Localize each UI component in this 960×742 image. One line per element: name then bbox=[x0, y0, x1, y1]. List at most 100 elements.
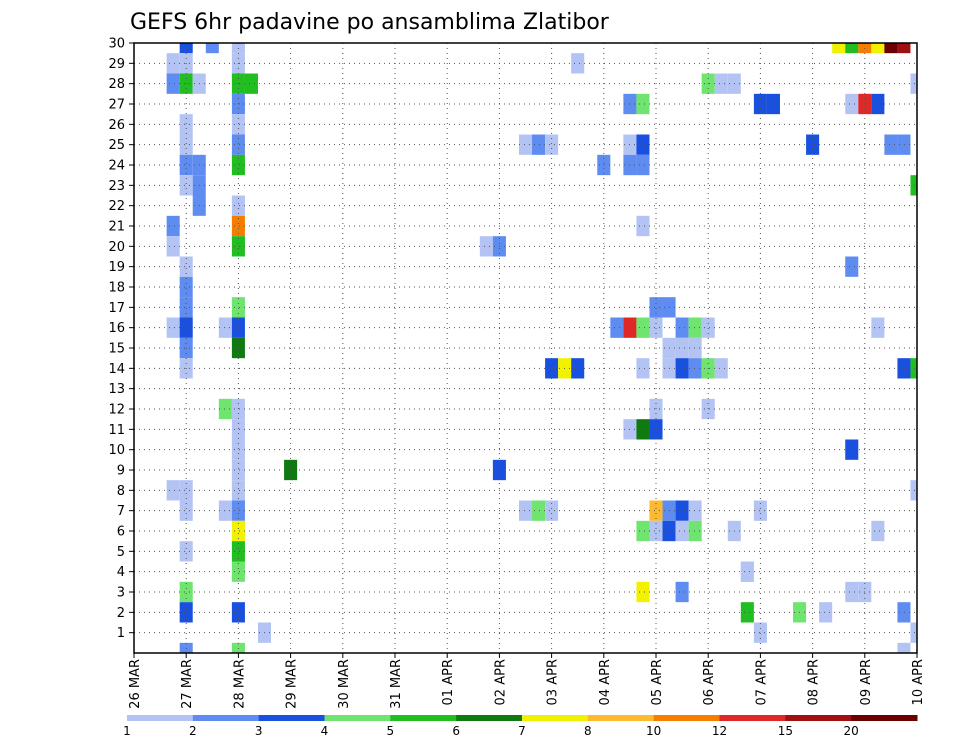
heatmap-cell bbox=[636, 581, 650, 603]
heatmap-cell bbox=[166, 215, 180, 237]
y-axis: 1234567891011121314151617181920212223242… bbox=[108, 37, 134, 641]
x-tick-label: 30 MAR bbox=[337, 659, 352, 709]
colorbar-label: 20 bbox=[844, 724, 859, 738]
heatmap-cell bbox=[231, 236, 245, 257]
x-tick-label: 01 APR bbox=[441, 659, 456, 705]
colorbar-segment bbox=[587, 715, 655, 721]
colorbar-label: 4 bbox=[321, 724, 329, 738]
heatmap-cell bbox=[231, 642, 245, 653]
heatmap-cell bbox=[675, 358, 689, 379]
heatmap-cell bbox=[675, 500, 689, 521]
y-tick-label: 7 bbox=[117, 504, 125, 519]
heatmap-cell bbox=[179, 642, 193, 653]
y-tick-label: 10 bbox=[108, 443, 125, 458]
heatmap-cell bbox=[897, 642, 911, 653]
y-tick-label: 8 bbox=[117, 484, 125, 499]
heatmap-cell bbox=[231, 195, 245, 216]
heatmap-cell bbox=[845, 581, 859, 603]
colorbar-segment bbox=[719, 715, 786, 721]
colorbar-segment bbox=[851, 715, 918, 721]
heatmap-cell bbox=[571, 358, 585, 379]
y-tick-label: 25 bbox=[108, 138, 125, 153]
heatmap-cell bbox=[714, 358, 728, 379]
heatmap-cell bbox=[179, 581, 193, 603]
colorbar-label: 12 bbox=[712, 724, 727, 738]
heatmap-cell bbox=[179, 541, 193, 562]
colorbar-segment bbox=[653, 715, 720, 721]
heatmap-cell bbox=[897, 358, 911, 379]
heatmap-cell bbox=[688, 500, 702, 521]
y-tick-label: 24 bbox=[108, 159, 125, 174]
heatmap-cell bbox=[910, 175, 917, 196]
colorbar-segment bbox=[192, 715, 260, 721]
y-tick-label: 23 bbox=[108, 179, 125, 194]
heatmap-cell bbox=[231, 134, 245, 155]
heatmap-cell bbox=[845, 93, 859, 115]
heatmap-cell bbox=[636, 358, 650, 379]
heatmap-cell bbox=[753, 500, 767, 521]
y-tick-label: 11 bbox=[108, 423, 125, 438]
heatmap-cell bbox=[179, 276, 193, 298]
colorbar-label: 2 bbox=[189, 724, 197, 738]
heatmap-cell bbox=[244, 73, 258, 94]
colorbar-label: 1 bbox=[123, 724, 131, 738]
heatmap-cell bbox=[688, 317, 702, 338]
heatmap-cell bbox=[518, 134, 533, 155]
x-tick-label: 09 APR bbox=[859, 659, 874, 705]
y-tick-label: 20 bbox=[108, 240, 125, 255]
y-tick-label: 21 bbox=[108, 220, 125, 235]
heatmap-cell bbox=[218, 317, 232, 338]
heatmap-cell bbox=[179, 500, 193, 521]
heatmap-cell bbox=[179, 337, 193, 359]
heatmap-cell bbox=[871, 43, 885, 54]
heatmap-cell bbox=[231, 561, 245, 582]
colorbar-label: 15 bbox=[778, 724, 793, 738]
heatmap-cell bbox=[231, 520, 245, 542]
heatmap-cell bbox=[179, 175, 193, 196]
heatmap-cell bbox=[845, 43, 859, 54]
heatmap-cell bbox=[636, 134, 650, 155]
heatmap-cell bbox=[179, 602, 193, 623]
y-tick-label: 1 bbox=[117, 626, 125, 641]
heatmap-cell bbox=[819, 602, 833, 623]
heatmap-cell bbox=[231, 317, 245, 338]
heatmap-cell bbox=[871, 93, 885, 115]
heatmap-cell bbox=[179, 297, 193, 318]
heatmap-cell bbox=[871, 317, 885, 338]
heatmap-cell bbox=[636, 520, 650, 542]
colorbar-label: 5 bbox=[387, 724, 395, 738]
heatmap-cell bbox=[884, 43, 898, 54]
heatmap-cell bbox=[675, 520, 689, 542]
heatmap-cell bbox=[649, 297, 663, 318]
heatmap-cell bbox=[610, 317, 624, 338]
heatmap-cell bbox=[714, 73, 728, 94]
y-tick-label: 6 bbox=[117, 525, 125, 540]
heatmap-cell bbox=[231, 154, 245, 176]
y-tick-label: 17 bbox=[108, 301, 125, 316]
heatmap-cell bbox=[675, 317, 689, 338]
heatmap-cell bbox=[897, 602, 911, 623]
colorbar-label: 3 bbox=[255, 724, 263, 738]
heatmap-cell bbox=[910, 73, 917, 94]
heatmap-cell bbox=[740, 561, 754, 582]
y-tick-label: 13 bbox=[108, 382, 125, 397]
y-tick-label: 9 bbox=[117, 464, 125, 479]
heatmap-cell bbox=[231, 419, 245, 440]
colorbar-segment bbox=[324, 715, 391, 721]
x-tick-label: 08 APR bbox=[807, 659, 822, 705]
heatmap-cell bbox=[571, 53, 585, 74]
heatmap-cell bbox=[636, 215, 650, 237]
grid-lines bbox=[134, 42, 917, 653]
heatmap-cell bbox=[532, 134, 546, 155]
heatmap-cell bbox=[649, 317, 663, 338]
x-tick-label: 31 MAR bbox=[389, 659, 404, 709]
y-tick-label: 2 bbox=[117, 606, 125, 621]
heatmap-cell bbox=[740, 602, 754, 623]
heatmap-cell bbox=[166, 53, 180, 74]
y-tick-label: 22 bbox=[108, 199, 125, 214]
colorbar-segment bbox=[127, 715, 194, 721]
heatmap-cell bbox=[231, 500, 245, 521]
heatmap-cell bbox=[218, 398, 232, 420]
heatmap-cell bbox=[832, 43, 846, 54]
